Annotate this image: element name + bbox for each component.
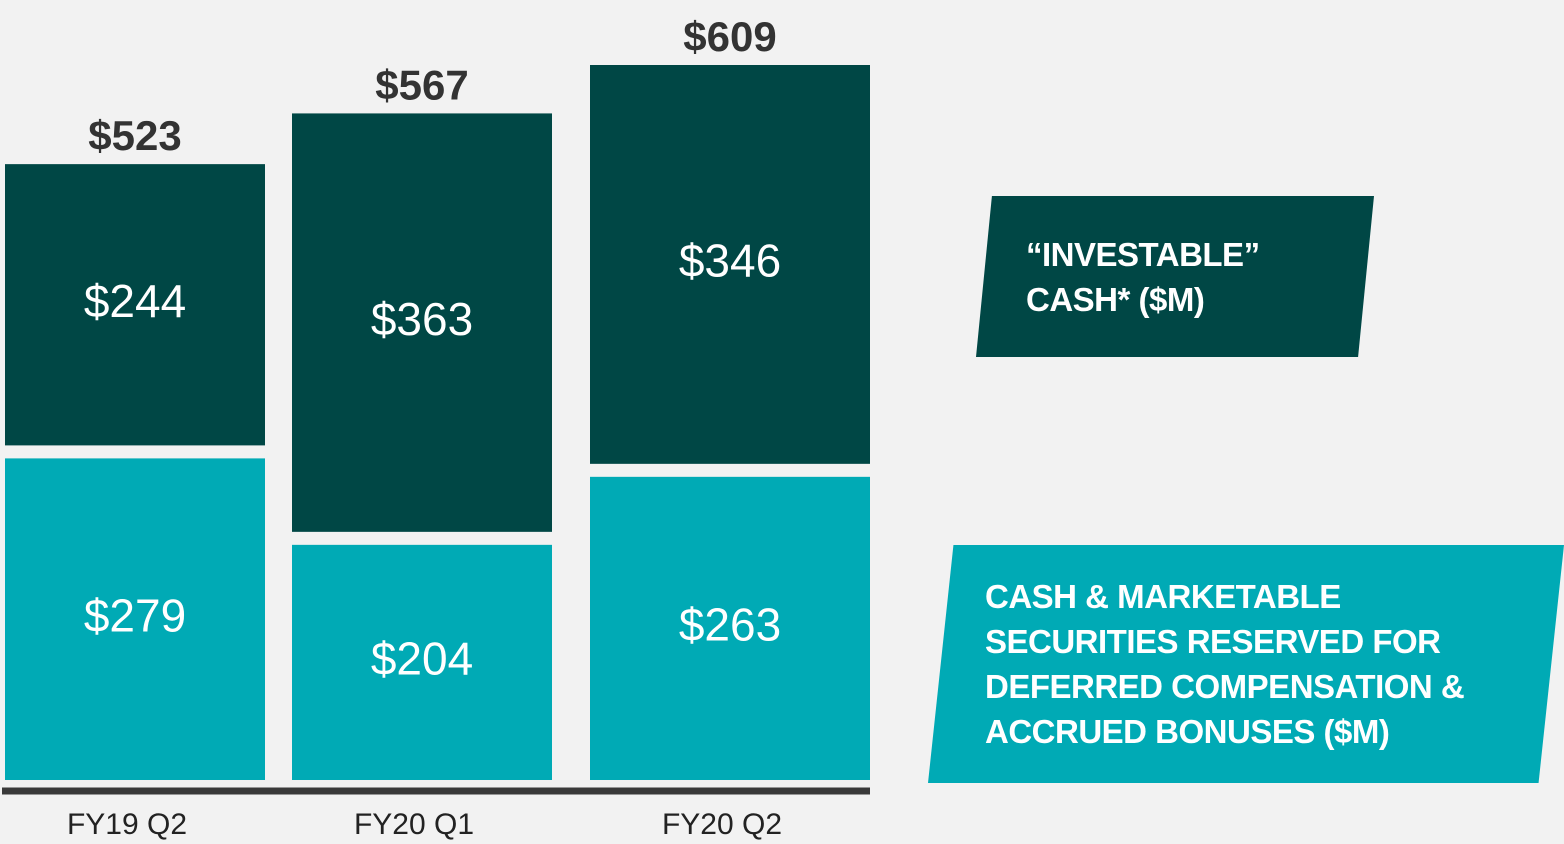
value-label: $204	[371, 633, 473, 685]
value-label: $244	[84, 275, 186, 327]
bar-segment	[590, 65, 870, 464]
bar-segment	[5, 458, 265, 780]
total-label: $523	[88, 112, 181, 159]
x-tick-label: FY20 Q1	[354, 808, 474, 841]
value-label: $346	[679, 235, 781, 287]
bar-segment	[590, 476, 870, 780]
legend-item: CASH & MARKETABLE SECURITIES RESERVED FO…	[928, 545, 1564, 783]
legend-label: CASH & MARKETABLE SECURITIES RESERVED FO…	[985, 578, 1465, 750]
total-label: $567	[375, 62, 468, 109]
bar-segment	[5, 164, 265, 446]
value-label: $279	[84, 589, 186, 641]
x-tick-label: FY20 Q2	[662, 808, 782, 841]
value-label: $263	[679, 599, 781, 651]
bar-segment	[292, 544, 552, 780]
value-label: $363	[371, 293, 473, 345]
legend-label: “INVESTABLE” CASH* ($M)	[1026, 235, 1260, 318]
x-tick-label: FY19 Q2	[67, 808, 187, 841]
bar-segment	[292, 113, 552, 532]
legend-item: “INVESTABLE” CASH* ($M)	[976, 196, 1374, 357]
total-label: $609	[683, 13, 776, 60]
